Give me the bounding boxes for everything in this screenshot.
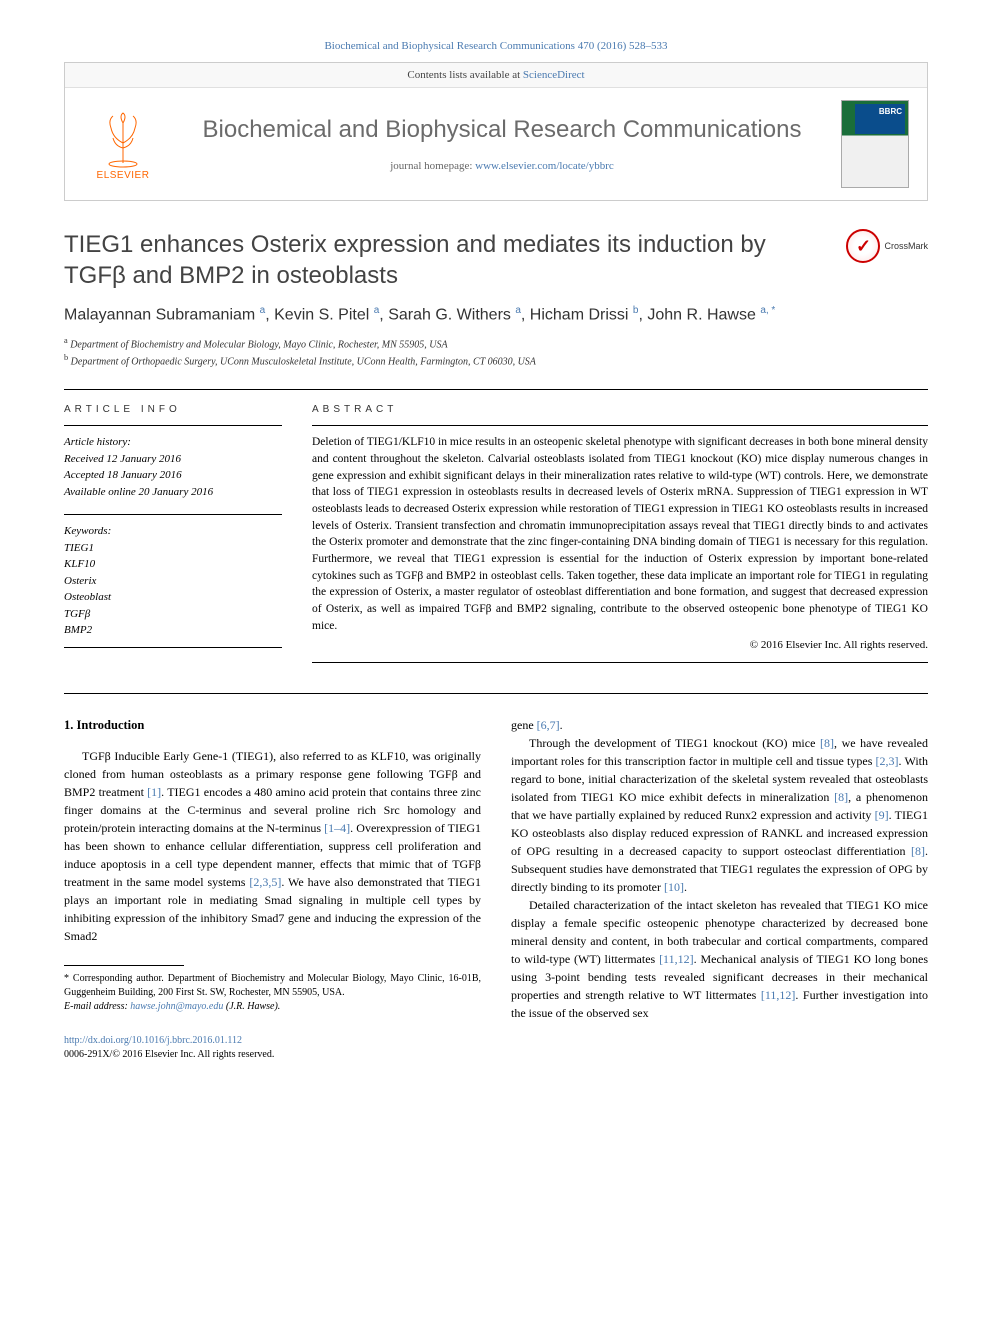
- email-author: (J.R. Hawse).: [226, 1001, 280, 1012]
- journal-cover-thumbnail: [841, 100, 909, 188]
- crossmark-icon: [846, 229, 880, 263]
- email-label: E-mail address:: [64, 1001, 128, 1012]
- crossmark-label: CrossMark: [884, 241, 928, 251]
- sciencedirect-link[interactable]: ScienceDirect: [523, 69, 585, 81]
- abstract-copyright: © 2016 Elsevier Inc. All rights reserved…: [312, 638, 928, 654]
- contents-band: Contents lists available at ScienceDirec…: [65, 63, 927, 88]
- citation-ref[interactable]: [11,12]: [659, 952, 694, 966]
- citation-ref[interactable]: [8]: [911, 844, 925, 858]
- keyword-item: TIEG1: [64, 540, 282, 557]
- citation-ref[interactable]: [8]: [834, 790, 848, 804]
- affiliations: a Department of Biochemistry and Molecul…: [64, 335, 928, 370]
- citation-ref[interactable]: [1–4]: [324, 821, 350, 835]
- journal-homepage: journal homepage: www.elsevier.com/locat…: [163, 160, 841, 172]
- issn-copyright: 0006-291X/© 2016 Elsevier Inc. All right…: [64, 1049, 274, 1060]
- authors-list: Malayannan Subramaniam a, Kevin S. Pitel…: [64, 305, 928, 324]
- body-paragraph: Through the development of TIEG1 knockou…: [511, 734, 928, 896]
- body-paragraph: TGFβ Inducible Early Gene-1 (TIEG1), als…: [64, 747, 481, 945]
- keyword-item: BMP2: [64, 622, 282, 639]
- keywords-label: Keywords:: [64, 523, 282, 540]
- elsevier-tree-icon: [93, 108, 153, 168]
- keyword-item: KLF10: [64, 556, 282, 573]
- section-heading-introduction: 1. Introduction: [64, 716, 481, 735]
- header-citation: Biochemical and Biophysical Research Com…: [64, 40, 928, 52]
- accepted-date: Accepted 18 January 2016: [64, 467, 282, 484]
- keyword-item: TGFβ: [64, 606, 282, 623]
- body-paragraph: gene [6,7].: [511, 716, 928, 734]
- homepage-link[interactable]: www.elsevier.com/locate/ybbrc: [475, 160, 614, 172]
- citation-ref[interactable]: [11,12]: [761, 988, 796, 1002]
- crossmark-badge[interactable]: CrossMark: [846, 229, 928, 263]
- body-paragraph: Detailed characterization of the intact …: [511, 896, 928, 1022]
- citation-ref[interactable]: [6,7]: [537, 718, 560, 732]
- article-history-block: Article history: Received 12 January 201…: [64, 425, 282, 500]
- elsevier-logo: ELSEVIER: [83, 108, 163, 181]
- doi-link[interactable]: http://dx.doi.org/10.1016/j.bbrc.2016.01…: [64, 1035, 242, 1046]
- page-footer: http://dx.doi.org/10.1016/j.bbrc.2016.01…: [64, 1034, 481, 1062]
- journal-name: Biochemical and Biophysical Research Com…: [163, 116, 841, 144]
- keyword-item: Osteoblast: [64, 589, 282, 606]
- keyword-item: Osterix: [64, 573, 282, 590]
- homepage-prefix: journal homepage:: [390, 160, 475, 172]
- affiliation-line: a Department of Biochemistry and Molecul…: [64, 335, 928, 352]
- contents-prefix: Contents lists available at: [407, 69, 522, 81]
- body-two-columns: 1. Introduction TGFβ Inducible Early Gen…: [64, 716, 928, 1062]
- citation-ref[interactable]: [1]: [147, 785, 161, 799]
- abstract-heading: ABSTRACT: [312, 404, 928, 415]
- corresponding-author-footnote: * Corresponding author. Department of Bi…: [64, 972, 481, 1014]
- article-info-sidebar: ARTICLE INFO Article history: Received 1…: [64, 404, 282, 663]
- online-date: Available online 20 January 2016: [64, 484, 282, 501]
- citation-ref[interactable]: [9]: [875, 808, 889, 822]
- article-title: TIEG1 enhances Osterix expression and me…: [64, 229, 826, 291]
- citation-ref[interactable]: [10]: [664, 880, 684, 894]
- citation-ref[interactable]: [2,3,5]: [249, 875, 281, 889]
- affiliation-line: b Department of Orthopaedic Surgery, UCo…: [64, 352, 928, 369]
- corresponding-email-link[interactable]: hawse.john@mayo.edu: [130, 1001, 223, 1012]
- keywords-block: Keywords: TIEG1KLF10OsterixOsteoblastTGF…: [64, 514, 282, 648]
- body-column-left: 1. Introduction TGFβ Inducible Early Gen…: [64, 716, 481, 1062]
- abstract-column: ABSTRACT Deletion of TIEG1/KLF10 in mice…: [312, 404, 928, 663]
- elsevier-text: ELSEVIER: [97, 170, 150, 181]
- journal-header-box: Contents lists available at ScienceDirec…: [64, 62, 928, 201]
- citation-ref[interactable]: [2,3]: [876, 754, 899, 768]
- body-column-right: gene [6,7]. Through the development of T…: [511, 716, 928, 1062]
- citation-ref[interactable]: [8]: [820, 736, 834, 750]
- received-date: Received 12 January 2016: [64, 451, 282, 468]
- abstract-text: Deletion of TIEG1/KLF10 in mice results …: [312, 425, 928, 663]
- article-info-heading: ARTICLE INFO: [64, 404, 282, 415]
- history-label: Article history:: [64, 434, 282, 451]
